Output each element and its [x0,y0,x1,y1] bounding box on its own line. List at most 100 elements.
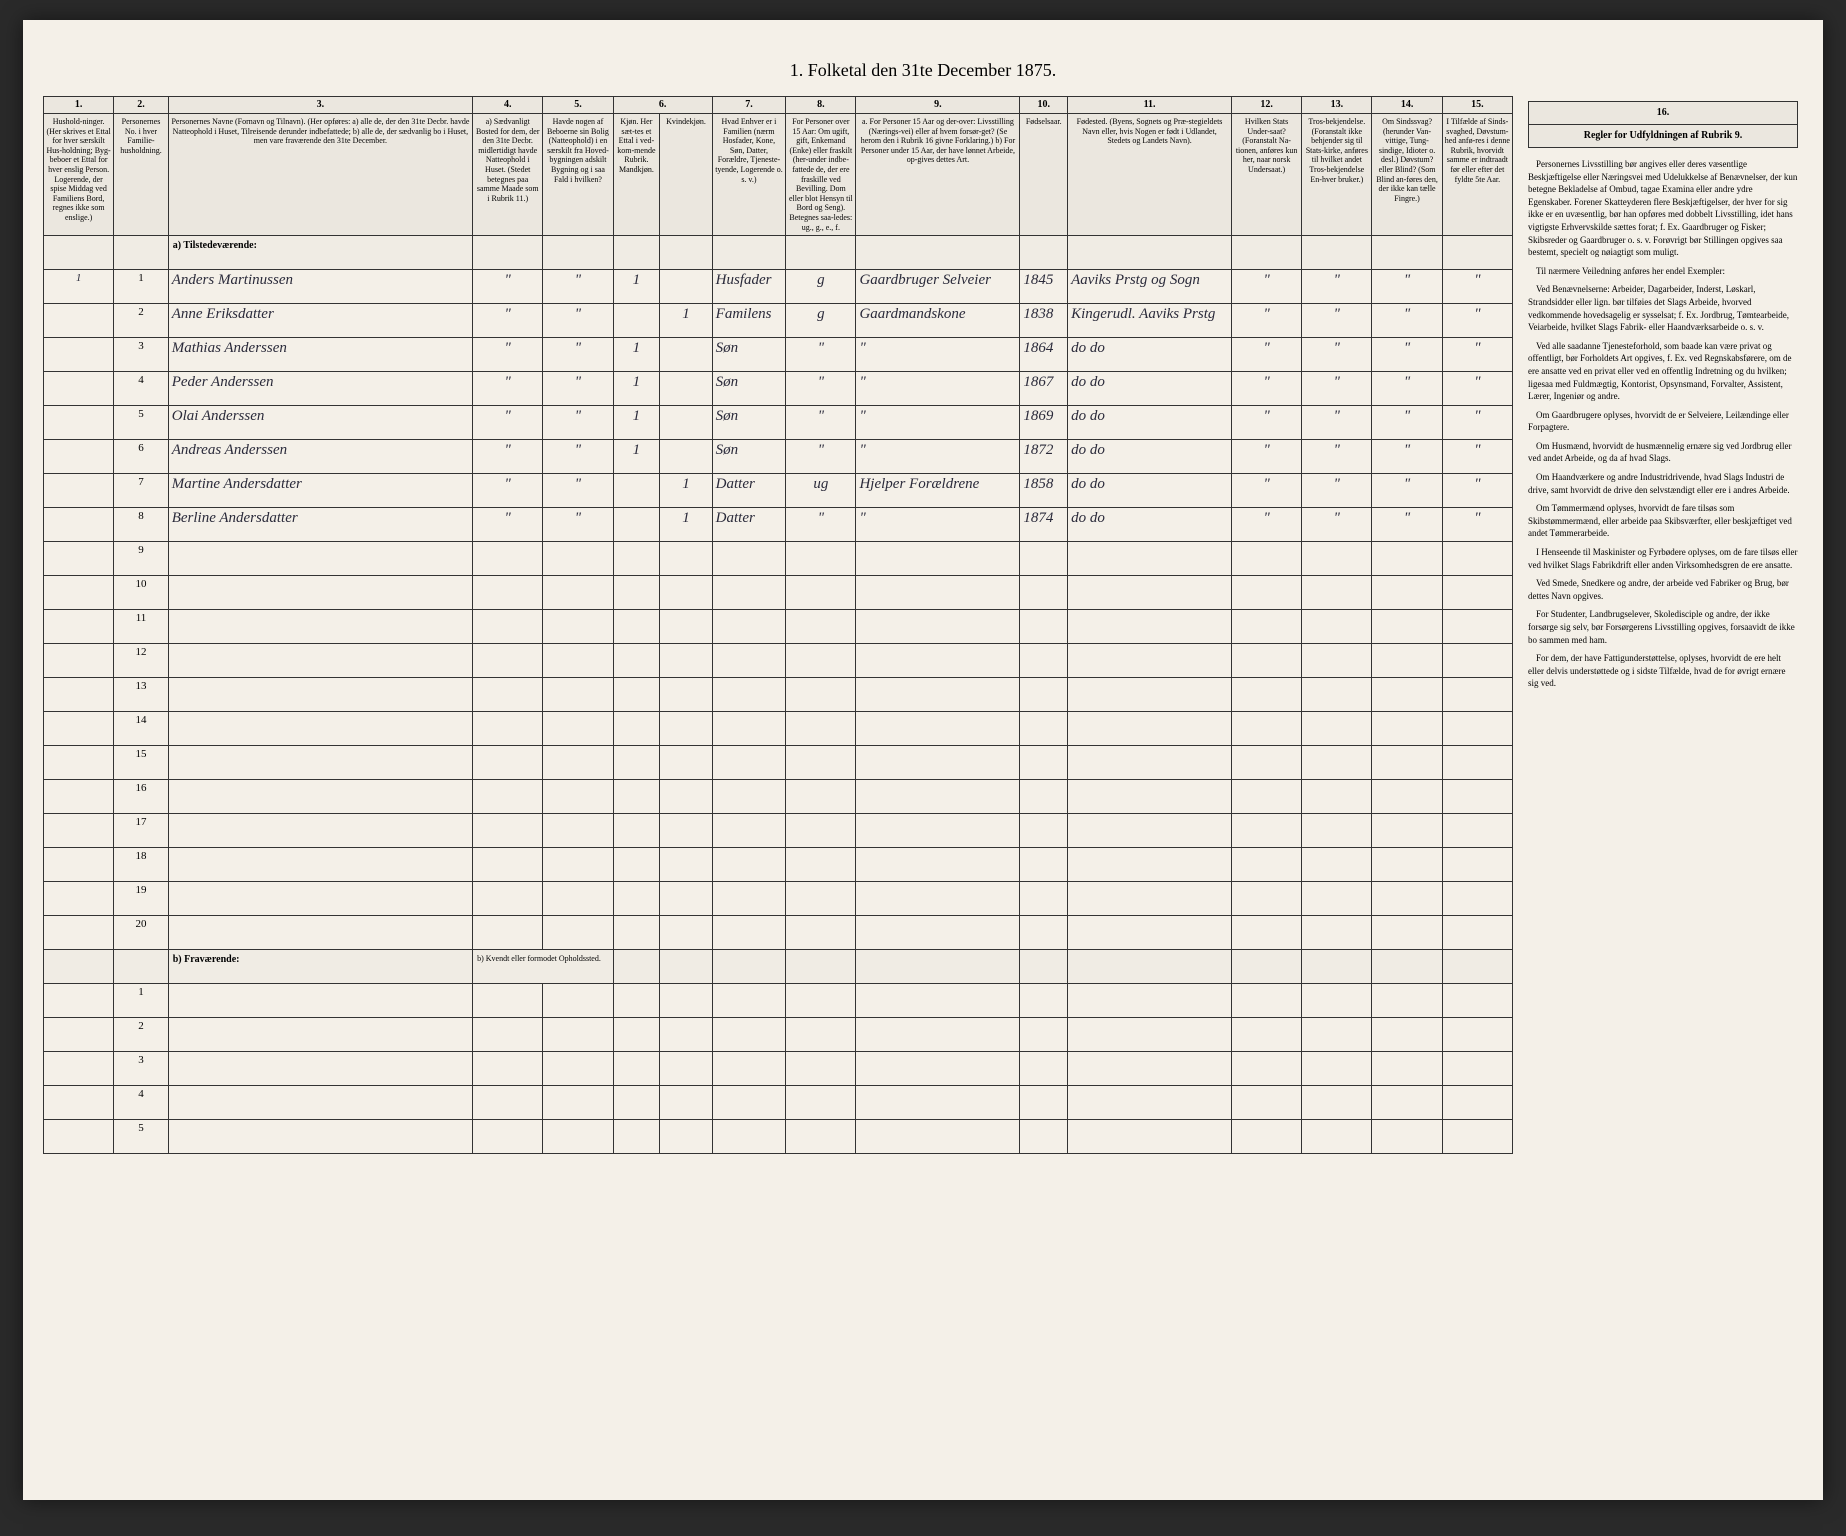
cell-birthplace: do do [1068,440,1232,474]
cell-name: Olai Anderssen [168,406,472,440]
coln-8: 8. [786,97,856,114]
cell-year: 1867 [1020,372,1068,406]
cell-c4: " [473,508,543,542]
cell-year: 1874 [1020,508,1068,542]
cell-c5: " [543,304,613,338]
cell-male [613,474,660,508]
cell-personno: 4 [114,372,169,406]
cell-c15: " [1442,338,1512,372]
cell-relation: Familens [712,304,786,338]
table-area: 1. 2. 3. 4. 5. 6. 7. 8. 9. 10. 11. 12. 1… [43,96,1513,1154]
coln-7: 7. [712,97,786,114]
cell-occupation: Hjelper Forældrene [856,474,1020,508]
cell-name: Berline Andersdatter [168,508,472,542]
cell-c12: " [1231,270,1301,304]
sidebar-title: Regler for Udfyldningen af Rubrik 9. [1528,125,1798,148]
table-row-empty: 5 [44,1120,1513,1154]
cell-c4: " [473,304,543,338]
cell-civil: " [786,406,856,440]
cell-male: 1 [613,372,660,406]
cell-male: 1 [613,270,660,304]
cell-c13: " [1302,372,1372,406]
present-label: a) Tilstedeværende: [168,236,472,270]
sidebar-para: Ved alle saadanne Tjenesteforhold, som b… [1528,340,1798,403]
cell-c5: " [543,406,613,440]
column-number-row: 1. 2. 3. 4. 5. 6. 7. 8. 9. 10. 11. 12. 1… [44,97,1513,114]
cell-rownum: 11 [114,610,169,644]
coln-3: 3. [168,97,472,114]
table-row: 5 Olai Anderssen " " 1 Søn " " 1869 do d… [44,406,1513,440]
table-row-empty: 1 [44,984,1513,1018]
absent-note: b) Kvendt eller formodet Opholdssted. [473,950,613,984]
cell-household [44,440,114,474]
hdr-2: Personernes No. i hver Familie-husholdni… [114,114,169,236]
cell-c12: " [1231,406,1301,440]
cell-rownum: 13 [114,678,169,712]
cell-personno: 3 [114,338,169,372]
section-absent: b) Fraværende:b) Kvendt eller formodet O… [44,950,1513,984]
hdr-5: Havde nogen af Beboerne sin Bolig (Natte… [543,114,613,236]
cell-civil: g [786,270,856,304]
sidebar-para: Om Haandværkere og andre Industridrivend… [1528,471,1798,496]
cell-personno: 8 [114,508,169,542]
coln-9: 9. [856,97,1020,114]
cell-civil: " [786,508,856,542]
sidebar-para: Ved Smede, Snedkere og andre, der arbeid… [1528,577,1798,602]
cell-birthplace: do do [1068,338,1232,372]
cell-occupation: " [856,440,1020,474]
coln-13: 13. [1302,97,1372,114]
table-row: 8 Berline Andersdatter " " 1 Datter " " … [44,508,1513,542]
table-row: 6 Andreas Anderssen " " 1 Søn " " 1872 d… [44,440,1513,474]
cell-civil: ug [786,474,856,508]
absent-label: b) Fraværende: [168,950,472,984]
sidebar-para: I Henseende til Maskinister og Fyrbødere… [1528,546,1798,571]
sidebar-para: Ved Benævnelserne: Arbeider, Dagarbeider… [1528,283,1798,333]
cell-year: 1838 [1020,304,1068,338]
hdr-9: a. For Personer 15 Aar og der-over: Livs… [856,114,1020,236]
cell-household [44,372,114,406]
table-row: 2 Anne Eriksdatter " " 1 Familens g Gaar… [44,304,1513,338]
hdr-1: Hushold-ninger. (Her skrives et Ettal fo… [44,114,114,236]
cell-occupation: " [856,508,1020,542]
coln-6: 6. [613,97,712,114]
cell-occupation: Gaardbruger Selveier [856,270,1020,304]
cell-male [613,508,660,542]
cell-c5: " [543,440,613,474]
cell-female [660,372,712,406]
page-title: 1. Folketal den 31te December 1875. [43,60,1803,81]
table-row-empty: 20 [44,916,1513,950]
cell-relation: Søn [712,338,786,372]
table-row-empty: 16 [44,780,1513,814]
cell-year: 1845 [1020,270,1068,304]
cell-c14: " [1372,304,1442,338]
cell-c5: " [543,474,613,508]
coln-16: 16. [1528,101,1798,125]
table-row-empty: 13 [44,678,1513,712]
sidebar-para: For dem, der have Fattigunderstøttelse, … [1528,652,1798,690]
cell-c15: " [1442,474,1512,508]
table-row-empty: 3 [44,1052,1513,1086]
cell-birthplace: do do [1068,372,1232,406]
cell-rownum: 9 [114,542,169,576]
cell-rownum: 19 [114,882,169,916]
table-row-empty: 15 [44,746,1513,780]
cell-male: 1 [613,440,660,474]
hdr-12: Hvilken Stats Under-saat? (Foranstalt Na… [1231,114,1301,236]
cell-female [660,406,712,440]
cell-rownum: 20 [114,916,169,950]
cell-relation: Søn [712,406,786,440]
cell-personno: 1 [114,270,169,304]
cell-year: 1869 [1020,406,1068,440]
census-page: 1. Folketal den 31te December 1875. 1. 2… [23,20,1823,1500]
sidebar-para: Om Tømmermænd oplyses, hvorvidt de fare … [1528,502,1798,540]
sidebar-para: Om Husmænd, hvorvidt de husmænnelig ernæ… [1528,440,1798,465]
table-row-empty: 14 [44,712,1513,746]
coln-2: 2. [114,97,169,114]
cell-c15: " [1442,440,1512,474]
table-body: a) Tilstedeværende: 1 1 Anders Martinuss… [44,236,1513,1154]
cell-female [660,440,712,474]
cell-occupation: " [856,406,1020,440]
cell-c14: " [1372,372,1442,406]
cell-c14: " [1372,440,1442,474]
census-table: 1. 2. 3. 4. 5. 6. 7. 8. 9. 10. 11. 12. 1… [43,96,1513,1154]
